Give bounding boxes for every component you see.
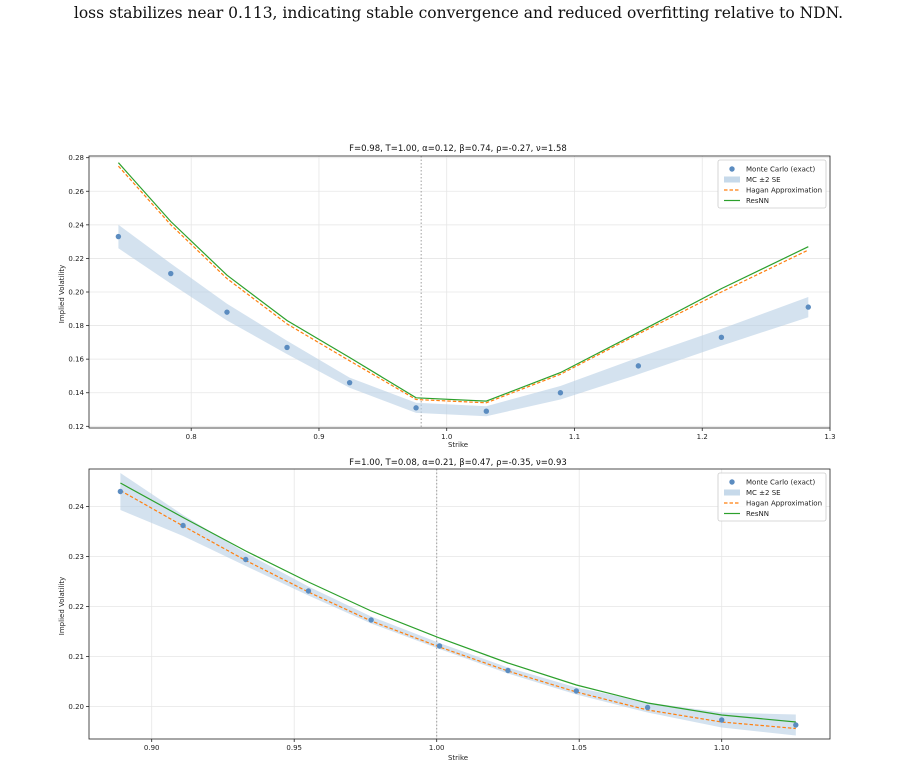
mc-point xyxy=(436,643,443,649)
legend-entry: Monte Carlo (exact) xyxy=(746,166,815,174)
chart-title-0: F=0.98, T=1.00, α=0.12, β=0.74, ρ=-0.27,… xyxy=(349,144,567,154)
mc-point xyxy=(168,270,174,277)
mc-point xyxy=(718,334,725,341)
mc-point xyxy=(644,704,651,711)
legend-entry: ResNN xyxy=(746,197,769,205)
x-tick-label: 0.9 xyxy=(313,433,324,441)
y-tick-label: 0.26 xyxy=(68,188,84,196)
mc-point xyxy=(557,390,564,396)
y-tick-label: 0.22 xyxy=(68,255,84,263)
y-tick-label: 0.16 xyxy=(68,356,84,364)
y-tick-label: 0.20 xyxy=(68,289,84,297)
legend-entry: Hagan Approximation xyxy=(746,187,822,195)
legend-swatch-band xyxy=(724,176,740,183)
x-tick-label: 1.00 xyxy=(429,744,445,752)
x-axis-label-0: Strike xyxy=(448,441,468,449)
mc-point xyxy=(413,405,419,411)
legend-swatch-band xyxy=(724,489,740,496)
mc-se-band xyxy=(120,473,796,736)
x-tick-label: 0.8 xyxy=(186,433,197,441)
legend-box xyxy=(717,472,827,522)
y-axis-label-1: Implied Volatility xyxy=(58,577,66,635)
mc-point xyxy=(573,688,580,694)
mc-point xyxy=(635,363,642,369)
mc-point xyxy=(115,233,122,240)
x-tick-label: 1.2 xyxy=(697,433,708,441)
mc-point xyxy=(805,304,811,310)
mc-point xyxy=(243,556,249,563)
y-tick-label: 0.24 xyxy=(68,503,84,511)
resnn-line xyxy=(120,482,796,723)
y-tick-label: 0.14 xyxy=(68,389,84,397)
x-tick-label: 1.3 xyxy=(824,433,835,441)
y-tick-label: 0.28 xyxy=(68,154,84,162)
hagan-line xyxy=(117,165,809,404)
hagan-line xyxy=(120,489,796,730)
legend-swatch-mc xyxy=(729,479,735,485)
y-axis-label-0: Implied Volatility xyxy=(58,265,66,323)
y-tick-label: 0.21 xyxy=(68,653,84,661)
mc-point xyxy=(305,588,312,594)
legend-entry: MC ±2 SE xyxy=(746,176,781,184)
y-tick-label: 0.18 xyxy=(68,322,84,330)
x-tick-label: 0.90 xyxy=(144,744,160,752)
axes-frame xyxy=(88,468,831,740)
legend-box xyxy=(717,159,827,209)
mc-se-band xyxy=(118,224,809,417)
x-tick-label: 1.1 xyxy=(569,433,580,441)
y-tick-label: 0.12 xyxy=(68,423,84,431)
resnn-line xyxy=(117,162,809,402)
chart-panel-1: 0.90 0.95 1.00 1.05 1.10 0.20 0.21 0.22 0.23 0.24… xyxy=(68,468,831,752)
mc-point xyxy=(483,408,490,414)
mc-point xyxy=(368,617,374,623)
x-tick-label: 1.0 xyxy=(441,433,452,441)
x-tick-label: 1.10 xyxy=(714,744,730,752)
y-tick-label: 0.24 xyxy=(68,221,84,229)
legend-swatch-mc xyxy=(729,166,735,172)
legend-entry: ResNN xyxy=(746,510,769,518)
mc-point xyxy=(346,379,353,386)
legend-entry: Hagan Approximation xyxy=(746,500,822,508)
legend-entry: MC ±2 SE xyxy=(746,489,781,497)
plot-area-1 xyxy=(117,469,799,739)
chart-title-1: F=1.00, T=0.08, α=0.21, β=0.47, ρ=-0.35,… xyxy=(349,458,567,468)
mc-point xyxy=(224,309,230,315)
mc-point xyxy=(117,488,124,495)
plot-area-0 xyxy=(115,156,811,428)
mc-point xyxy=(719,717,725,723)
y-tick-label: 0.23 xyxy=(68,553,84,561)
mc-point xyxy=(284,344,290,351)
legend-entry: Monte Carlo (exact) xyxy=(746,479,815,487)
mc-point xyxy=(793,722,799,728)
mc-point xyxy=(505,667,511,674)
figure-caption: loss stabilizes near 0.113, indicating s… xyxy=(73,4,844,22)
mc-point xyxy=(180,522,186,529)
x-tick-label: 0.95 xyxy=(286,744,302,752)
y-tick-label: 0.22 xyxy=(68,603,84,611)
chart-panel-0: 0.8 0.9 1.0 1.1 1.2 1.3 0.12 0.14 0.16 0.18 0.20 0.… xyxy=(68,154,835,441)
y-tick-label: 0.20 xyxy=(68,703,84,711)
x-tick-label: 1.05 xyxy=(571,744,587,752)
x-axis-label-1: Strike xyxy=(448,754,468,762)
